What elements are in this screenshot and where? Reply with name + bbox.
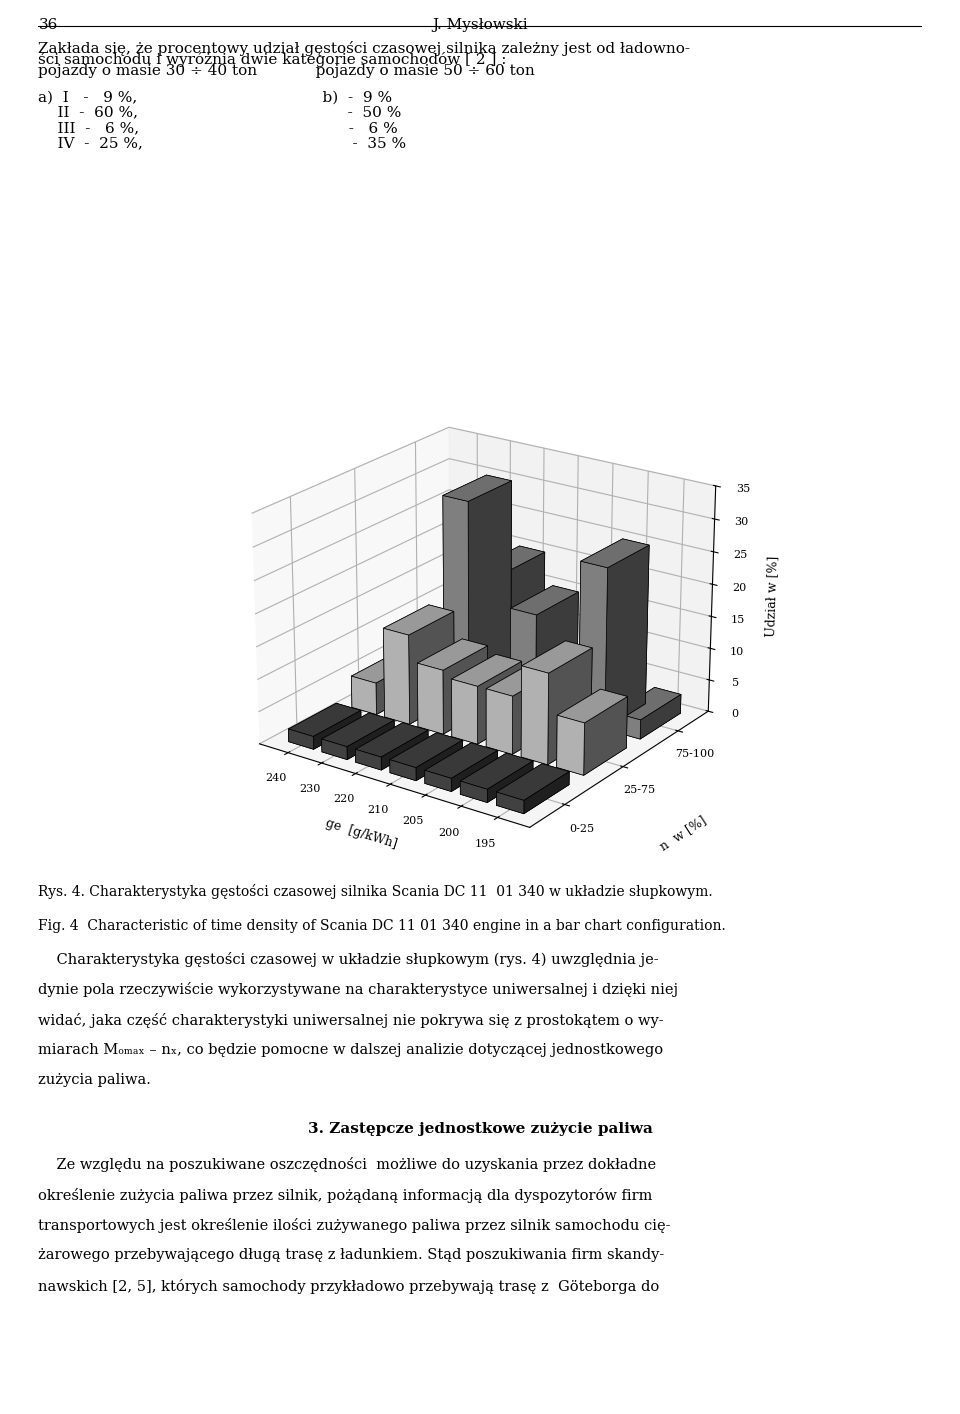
Text: J. Mysłowski: J. Mysłowski <box>432 18 528 33</box>
Text: a)  I   -   9 %,                                      b)  -  9 %: a) I - 9 %, b) - 9 % <box>38 90 393 105</box>
Text: pojazdy o masie 30 ÷ 40 ton            pojazdy o masie 50 ÷ 60 ton: pojazdy o masie 30 ÷ 40 ton pojazdy o ma… <box>38 64 535 78</box>
Text: żarowego przebywającego długą trasę z ładunkiem. Stąd poszukiwania firm skandy-: żarowego przebywającego długą trasę z ła… <box>38 1249 664 1263</box>
Text: 36: 36 <box>38 18 58 33</box>
Text: III  -   6 %,                                           -   6 %: III - 6 %, - 6 % <box>38 122 398 136</box>
Text: IV  -  25 %,                                           -  35 %: IV - 25 %, - 35 % <box>38 136 406 150</box>
X-axis label: ge  [g/kWh]: ge [g/kWh] <box>324 817 399 851</box>
Text: ści samochodu i wyróżnia dwie kategorie samochodów [ 2 ] :: ści samochodu i wyróżnia dwie kategorie … <box>38 52 507 68</box>
Text: określenie zużycia paliwa przez silnik, pożądaną informacją dla dyspozytorów fir: określenie zużycia paliwa przez silnik, … <box>38 1188 653 1203</box>
Text: widać, jaka część charakterystyki uniwersalnej nie pokrywa się z prostokątem o w: widać, jaka część charakterystyki uniwer… <box>38 1012 664 1028</box>
Text: transportowych jest określenie ilości zużywanego paliwa przez silnik samochodu c: transportowych jest określenie ilości zu… <box>38 1217 671 1233</box>
Text: Fig. 4  Characteristic of time density of Scania DC 11 01 340 engine in a bar ch: Fig. 4 Characteristic of time density of… <box>38 919 726 933</box>
Text: Charakterystyka gęstości czasowej w układzie słupkowym (rys. 4) uwzględnia je-: Charakterystyka gęstości czasowej w ukła… <box>38 952 659 967</box>
Y-axis label: n  w [%]: n w [%] <box>658 813 708 853</box>
Text: 3. Zastępcze jednostkowe zużycie paliwa: 3. Zastępcze jednostkowe zużycie paliwa <box>307 1123 653 1137</box>
Text: nawskich [2, 5], których samochody przykładowo przebywają trasę z  Göteborga do: nawskich [2, 5], których samochody przyk… <box>38 1278 660 1294</box>
Text: dynie pola rzeczywiście wykorzystywane na charakterystyce uniwersalnej i dzięki : dynie pola rzeczywiście wykorzystywane n… <box>38 983 679 997</box>
Text: II  -  60 %,                                           -  50 %: II - 60 %, - 50 % <box>38 106 402 120</box>
Text: Zakłada się, że procentowy udział gęstości czasowej silnika zależny jest od łado: Zakłada się, że procentowy udział gęstoś… <box>38 41 690 57</box>
Text: Rys. 4. Charakterystyka gęstości czasowej silnika Scania DC 11  01 340 w układzi: Rys. 4. Charakterystyka gęstości czasowe… <box>38 884 713 899</box>
Text: Ze względu na poszukiwane oszczędności  możliwe do uzyskania przez dokładne: Ze względu na poszukiwane oszczędności m… <box>38 1157 657 1172</box>
Text: miarach Mₒₘₐₓ – nₓ, co będzie pomocne w dalszej analizie dotyczącej jednostkoweg: miarach Mₒₘₐₓ – nₓ, co będzie pomocne w … <box>38 1044 663 1058</box>
Text: zużycia paliwa.: zużycia paliwa. <box>38 1073 152 1087</box>
